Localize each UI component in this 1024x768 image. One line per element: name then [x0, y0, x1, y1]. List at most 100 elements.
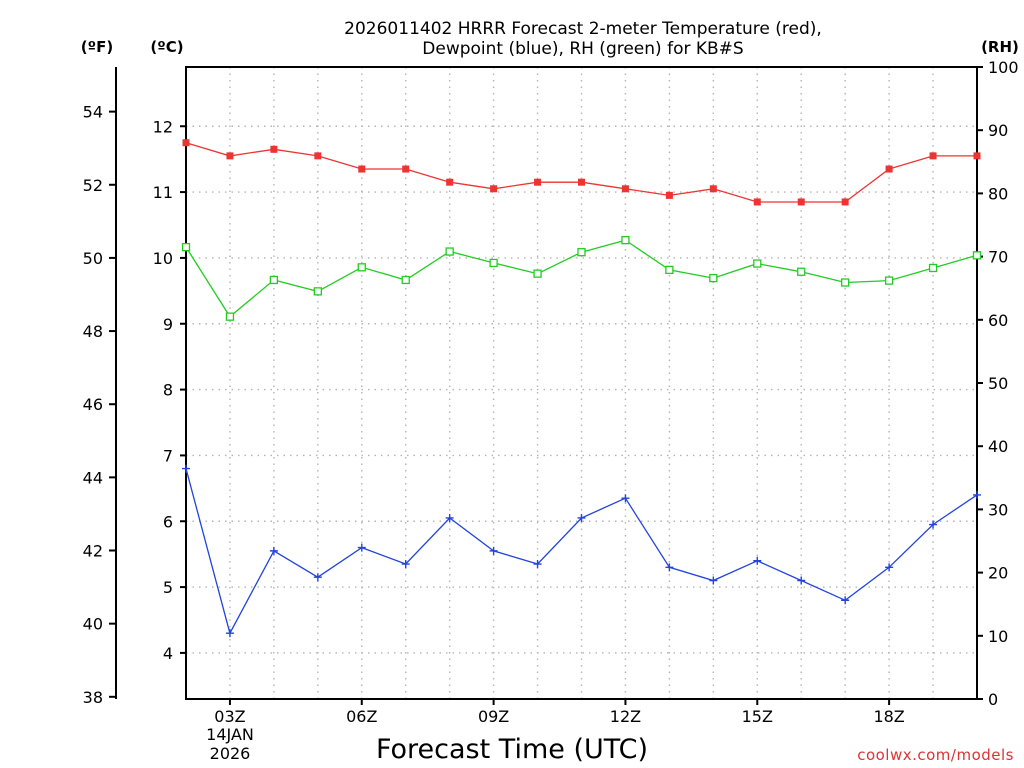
2-meter-temperature-point: [885, 165, 893, 173]
dewpoint-point: [357, 543, 366, 552]
2-meter-temperature-point: [226, 152, 234, 160]
dewpoint-point: [269, 546, 278, 555]
dewpoint-point: [709, 576, 718, 585]
celsius-tick-label: 6: [163, 512, 173, 531]
relative-humidity-point: [225, 312, 235, 321]
dewpoint-point: [973, 490, 981, 499]
x-tick-label: 15Z: [742, 707, 773, 726]
relative-humidity-point: [797, 267, 806, 276]
data-series: [181, 139, 982, 638]
dewpoint-point: [489, 546, 498, 555]
chart-title: 2026011402 HRRR Forecast 2-meter Tempera…: [344, 19, 822, 39]
2-meter-temperature-point: [402, 165, 410, 173]
chart-subtitle: Dewpoint (blue), RH (green) for KB#S: [422, 39, 743, 59]
x-tick-label: 03Z: [214, 707, 245, 726]
credit-label: coolwx.com/models: [857, 746, 1014, 764]
fahrenheit-tick-label: 52: [83, 176, 103, 195]
rh-axis-label: (RH): [981, 38, 1019, 56]
x-tick-label: 12Z: [610, 707, 641, 726]
fahrenheit-tick-label: 50: [83, 249, 103, 268]
celsius-tick-label: 8: [163, 381, 173, 400]
rh-tick-label: 0: [988, 690, 998, 709]
celsius-axis-label: (ºC): [150, 38, 183, 56]
relative-humidity-point: [533, 269, 542, 278]
dewpoint-point: [753, 556, 762, 565]
relative-humidity-point: [181, 242, 191, 252]
rh-tick-label: 90: [988, 121, 1008, 140]
relative-humidity-point: [313, 287, 322, 296]
rh-tick-label: 40: [988, 437, 1008, 456]
relative-humidity-point: [841, 278, 850, 287]
dewpoint-point: [885, 563, 894, 572]
relative-humidity-point: [357, 263, 366, 272]
x-tick-label: 06Z: [346, 707, 377, 726]
2-meter-temperature-point: [182, 139, 190, 147]
date-label-day: 14JAN: [206, 725, 254, 744]
2-meter-temperature-point: [929, 152, 937, 160]
rh-tick-label: 20: [988, 564, 1008, 583]
celsius-tick-label: 10: [153, 249, 173, 268]
relative-humidity-point: [577, 248, 586, 257]
2-meter-temperature-point: [270, 145, 278, 153]
rh-tick-label: 80: [988, 184, 1008, 203]
fahrenheit-tick-label: 44: [83, 468, 103, 487]
rh-tick-label: 60: [988, 311, 1008, 330]
dewpoint-point: [797, 576, 806, 585]
fahrenheit-tick-label: 46: [83, 395, 103, 414]
relative-humidity-point: [445, 247, 454, 256]
relative-humidity-point: [753, 259, 762, 268]
dewpoint-point: [445, 513, 454, 522]
2-meter-temperature-point: [973, 152, 981, 160]
2-meter-temperature-point: [709, 185, 717, 193]
relative-humidity-point: [928, 263, 938, 273]
dewpoint-point: [621, 494, 630, 503]
fahrenheit-tick-label: 40: [83, 615, 103, 634]
2-meter-temperature-point: [841, 198, 849, 206]
celsius-tick-label: 7: [163, 446, 173, 465]
celsius-tick-label: 11: [153, 183, 173, 202]
2-meter-temperature-point: [358, 165, 366, 173]
rh-tick-label: 50: [988, 374, 1008, 393]
axes: [109, 66, 983, 705]
dewpoint-point: [313, 573, 322, 582]
fahrenheit-tick-label: 42: [83, 542, 103, 561]
2-meter-temperature-point: [534, 178, 542, 186]
x-tick-label: 18Z: [873, 707, 904, 726]
2-meter-temperature-point: [753, 198, 761, 206]
tick-labels: 38 40 42 44 46 48 50 52 54 4 5 6 7 8 9 10 11 12 0 10 20 30 40 5…: [83, 58, 1019, 726]
2-meter-temperature-point: [578, 178, 585, 186]
relative-humidity-point: [709, 273, 718, 283]
date-label-year: 2026: [210, 744, 251, 763]
dewpoint-point: [182, 464, 190, 473]
dewpoint-point: [929, 520, 938, 529]
rh-tick-label: 70: [988, 248, 1008, 267]
dewpoint-point: [401, 560, 410, 569]
relative-humidity-point: [884, 276, 894, 285]
celsius-tick-label: 4: [163, 644, 173, 663]
rh-tick-label: 100: [988, 58, 1019, 77]
dewpoint-point: [665, 563, 674, 572]
relative-humidity-point: [665, 265, 674, 275]
relative-humidity-point: [621, 236, 630, 245]
2-meter-temperature-point: [314, 152, 322, 160]
2-meter-temperature-point: [621, 185, 629, 193]
dewpoint-point: [533, 560, 542, 569]
2-meter-temperature-point: [797, 198, 805, 206]
x-tick-label: 09Z: [478, 707, 509, 726]
relative-humidity-point: [972, 251, 982, 260]
fahrenheit-tick-label: 38: [83, 688, 103, 707]
dewpoint-point: [577, 513, 586, 522]
fahrenheit-axis-label: (ºF): [81, 38, 113, 56]
celsius-tick-label: 5: [163, 578, 173, 597]
2-meter-temperature-point: [490, 185, 498, 193]
celsius-tick-label: 9: [163, 315, 173, 334]
relative-humidity-point: [269, 275, 279, 285]
rh-tick-label: 30: [988, 500, 1008, 519]
fahrenheit-tick-label: 54: [83, 103, 103, 122]
dewpoint-point: [225, 629, 234, 638]
dewpoint-point: [841, 596, 850, 605]
2-meter-temperature-point: [665, 191, 673, 199]
rh-tick-label: 10: [988, 627, 1008, 646]
